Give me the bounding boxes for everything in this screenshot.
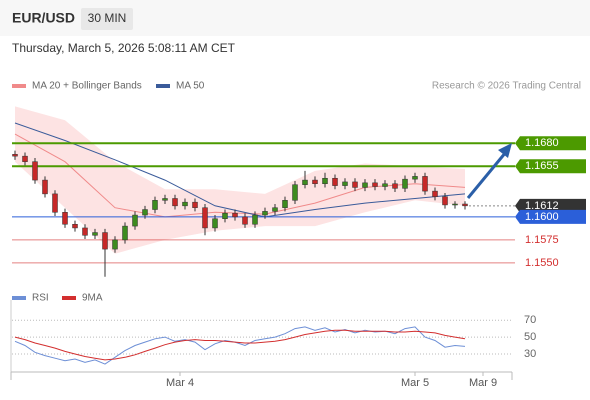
ma-line [14, 133, 466, 218]
candle-body [282, 200, 288, 208]
legend-label: MA 50 [176, 81, 205, 92]
candle-body [412, 176, 418, 180]
candle-body [32, 161, 38, 181]
credit: Research © 2026 Trading Central [432, 81, 581, 92]
level-label-box [515, 159, 586, 174]
forecast-arrow [466, 151, 508, 199]
candle-body [392, 183, 398, 189]
candle-body [172, 198, 178, 207]
legend-swatch [156, 84, 170, 88]
candle-body [112, 239, 118, 250]
candle-body [22, 155, 28, 162]
legend-swatch [12, 84, 26, 88]
candle-body [12, 154, 18, 157]
candle-body [342, 181, 348, 186]
candle-body [452, 203, 458, 206]
candle-body [242, 216, 248, 225]
candle-body [362, 182, 368, 188]
candle-body [232, 212, 238, 218]
level-label: 1.1575 [525, 234, 559, 246]
y-tick-label: 50 [524, 331, 536, 343]
rsi-line [14, 329, 466, 361]
candle-body [292, 184, 298, 201]
y-tick-label: 70 [524, 314, 536, 326]
candle-body [192, 201, 198, 208]
level-label: 1.1655 [525, 160, 559, 172]
candle-body [382, 183, 388, 187]
candle-body [52, 193, 58, 213]
candle-body [162, 198, 168, 201]
level-label-box [515, 209, 586, 224]
candle-body [462, 203, 468, 207]
candle-body [42, 179, 48, 195]
candle-body [312, 179, 318, 185]
interval: 30 MIN [88, 11, 127, 25]
candle-body [262, 211, 268, 216]
candle-body [212, 218, 218, 229]
x-tick-label: Mar 4 [166, 377, 194, 389]
level-label: 1.1550 [525, 257, 559, 269]
candle-body [372, 182, 378, 187]
symbol: EUR/USD [12, 10, 75, 26]
ma-line [14, 122, 466, 218]
level-label: 1.1680 [525, 137, 559, 149]
candle-body [82, 227, 88, 236]
candle-body [72, 224, 78, 229]
candle-body [142, 209, 148, 216]
candle-body [422, 176, 428, 192]
candle-body [272, 207, 278, 212]
legend-label: RSI [32, 293, 49, 304]
candle-body [252, 214, 258, 225]
interval-box [81, 8, 133, 30]
legend-label: 9MA [82, 293, 103, 304]
level-label-box [515, 198, 586, 213]
candle-body [402, 178, 408, 189]
candle-body [92, 232, 98, 236]
timestamp: Thursday, March 5, 2026 5:08:11 AM CET [12, 41, 236, 55]
candle-body [102, 232, 108, 250]
candle-body [202, 207, 208, 229]
candle-body [302, 179, 308, 185]
level-label-box [515, 136, 586, 151]
candle-body [222, 212, 228, 219]
legend-swatch [12, 296, 26, 300]
candle-body [152, 200, 158, 210]
candle-body [62, 212, 68, 225]
candle-body [132, 214, 138, 227]
candle-body [182, 201, 188, 207]
legend-label: MA 20 + Bollinger Bands [32, 81, 142, 92]
y-tick-label: 30 [524, 348, 536, 360]
rsi-line [14, 326, 466, 365]
x-tick-label: Mar 9 [469, 377, 497, 389]
candle-body [322, 177, 328, 185]
legend-swatch [62, 296, 76, 300]
candle-body [332, 177, 338, 186]
candle-body [432, 190, 438, 197]
candle-body [352, 181, 358, 188]
x-tick-label: Mar 5 [401, 377, 429, 389]
level-label: 1.1600 [525, 211, 559, 223]
candle-body [442, 196, 448, 206]
level-label: 1.1612 [525, 200, 559, 212]
candle-body [122, 225, 128, 241]
forecast-arrowhead [498, 143, 512, 158]
